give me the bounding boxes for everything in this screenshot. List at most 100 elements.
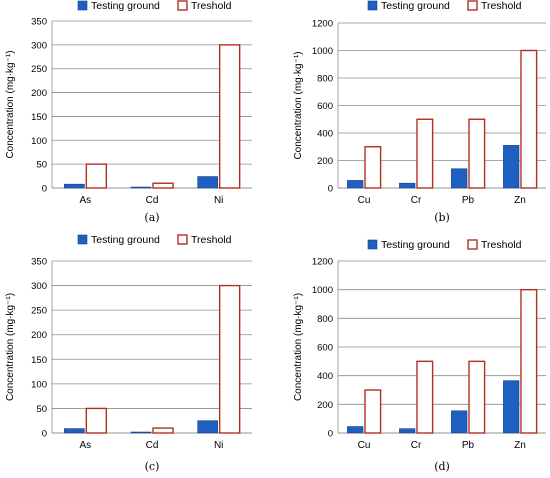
panel-label: (c) (145, 460, 160, 473)
y-tick-label: 100 (31, 379, 47, 390)
y-tick-label: 250 (31, 64, 47, 75)
chart-panel-3: 0 200 400 600 800 1000 1200 Concentration (mg·k… (293, 239, 546, 473)
y-tick-label: 100 (31, 136, 47, 147)
y-tick-label: 300 (31, 40, 47, 51)
x-category-label: Cd (146, 440, 159, 451)
bar-testing-ground (64, 428, 85, 434)
bar-treshold (85, 407, 108, 434)
bar-testing-ground (451, 168, 468, 189)
bar-testing-ground (197, 176, 218, 189)
y-tick-label: 200 (317, 400, 333, 411)
bar-treshold (468, 360, 486, 434)
bar-testing-ground (399, 428, 416, 434)
y-axis-label: Concentration (mg·kg⁻¹) (293, 51, 304, 159)
chart-panel-1: 0 200 400 600 800 1000 1200 Concentration (mg·k… (293, 0, 546, 224)
x-category-label: As (79, 440, 91, 451)
x-category-label: Cu (358, 440, 371, 451)
legend-swatch-testing-ground (77, 234, 88, 245)
x-category-label: As (79, 195, 91, 206)
y-axis-label: Concentration (mg·kg⁻¹) (293, 293, 304, 401)
legend-swatch-testing-ground (367, 0, 378, 11)
bar-treshold (520, 49, 538, 189)
legend: Testing ground Treshold (77, 0, 232, 12)
legend-label-treshold: Treshold (481, 239, 522, 251)
panel-label: (b) (434, 211, 450, 224)
bar-treshold (218, 284, 241, 434)
legend-swatch-treshold (467, 0, 478, 11)
y-tick-label: 600 (317, 101, 333, 112)
y-tick-label: 200 (317, 156, 333, 167)
bar-testing-ground (503, 380, 520, 434)
y-tick-label: 800 (317, 314, 333, 325)
x-category-label: Zn (514, 195, 526, 206)
y-tick-label: 1200 (312, 257, 333, 268)
bar-treshold (152, 427, 174, 434)
y-tick-label: 350 (31, 257, 47, 268)
legend-swatch-treshold (177, 234, 188, 245)
bar-treshold (468, 118, 486, 189)
legend-swatch-treshold (467, 239, 478, 250)
legend-label-testing-ground: Testing ground (381, 0, 450, 12)
bar-treshold (85, 163, 108, 189)
legend-swatch-treshold (177, 0, 188, 11)
x-category-label: Ni (214, 195, 223, 206)
y-tick-label: 0 (328, 184, 333, 195)
x-category-label: Pb (462, 440, 475, 451)
y-tick-label: 200 (31, 88, 47, 99)
y-axis-label: Concentration (mg·kg⁻¹) (5, 293, 16, 401)
x-category-label: Cu (358, 195, 371, 206)
bar-testing-ground (130, 431, 152, 434)
bar-testing-ground (130, 186, 152, 189)
y-tick-label: 0 (42, 184, 47, 195)
bar-treshold (218, 44, 241, 189)
bar-treshold (416, 118, 434, 189)
bar-treshold (364, 146, 382, 189)
y-tick-label: 800 (317, 74, 333, 85)
legend-label-testing-ground: Testing ground (91, 0, 160, 12)
legend-label-treshold: Treshold (191, 234, 232, 246)
bar-testing-ground (64, 183, 85, 189)
legend-label-treshold: Treshold (481, 0, 522, 12)
y-tick-label: 600 (317, 343, 333, 354)
y-tick-label: 400 (317, 371, 333, 382)
chart-panel-0: 0 50 100 150 200 250 300 350 Concentration (mg·k… (5, 0, 252, 224)
y-tick-label: 300 (31, 281, 47, 292)
bar-testing-ground (197, 420, 218, 434)
bar-treshold (416, 360, 434, 434)
chart-panel-2: 0 50 100 150 200 250 300 350 Concentration (mg·k… (5, 234, 252, 473)
x-category-label: Cr (411, 440, 422, 451)
y-tick-label: 250 (31, 306, 47, 317)
y-tick-label: 150 (31, 355, 47, 366)
y-tick-label: 50 (36, 404, 47, 415)
legend-label-treshold: Treshold (191, 0, 232, 12)
bar-testing-ground (347, 426, 364, 434)
legend-swatch-testing-ground (367, 239, 378, 250)
x-category-label: Cr (411, 195, 422, 206)
legend: Testing ground Treshold (367, 239, 522, 251)
legend-swatch-testing-ground (77, 0, 88, 11)
bar-testing-ground (347, 180, 364, 189)
y-tick-label: 1000 (312, 46, 333, 57)
x-category-label: Ni (214, 440, 223, 451)
x-category-label: Pb (462, 195, 475, 206)
y-tick-label: 1200 (312, 19, 333, 30)
y-tick-label: 400 (317, 129, 333, 140)
y-tick-label: 350 (31, 17, 47, 28)
panel-label: (a) (144, 211, 159, 224)
panel-label: (d) (434, 460, 450, 473)
bar-testing-ground (399, 182, 416, 189)
y-tick-label: 0 (328, 429, 333, 440)
x-category-label: Cd (146, 195, 159, 206)
legend-label-testing-ground: Testing ground (381, 239, 450, 251)
bar-treshold (520, 288, 538, 434)
legend: Testing ground Treshold (367, 0, 522, 12)
y-tick-label: 0 (42, 429, 47, 440)
y-tick-label: 50 (36, 160, 47, 171)
y-tick-label: 200 (31, 330, 47, 341)
legend: Testing ground Treshold (77, 234, 232, 246)
x-category-label: Zn (514, 440, 526, 451)
bar-testing-ground (503, 145, 520, 189)
bar-testing-ground (451, 410, 468, 434)
y-axis-label: Concentration (mg·kg⁻¹) (5, 50, 16, 158)
